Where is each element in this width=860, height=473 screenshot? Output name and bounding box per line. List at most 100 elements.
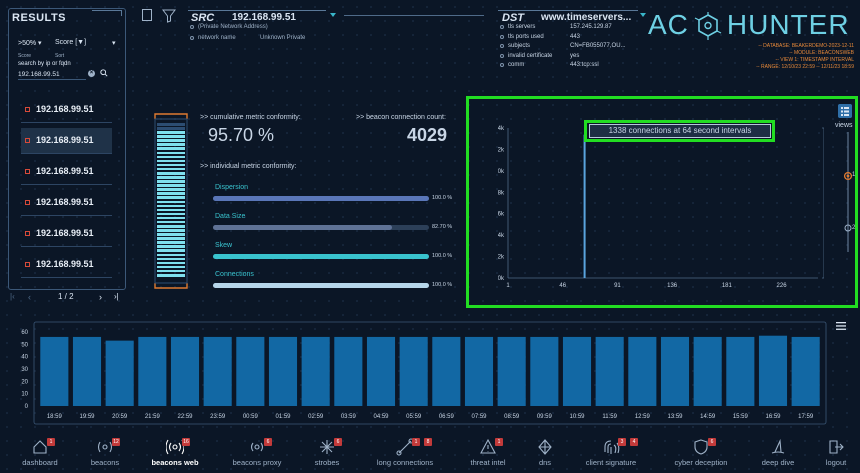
gauge-segment: [157, 184, 185, 187]
nav-deep-dive[interactable]: deep dive: [742, 438, 814, 470]
nav-badge: 1: [47, 438, 55, 446]
gauge-segment: [157, 257, 185, 261]
status-square-icon: [25, 200, 30, 205]
cumulative-conformity-value: 95.70 %: [208, 125, 275, 145]
chevron-down-icon[interactable]: ▾: [112, 40, 116, 47]
histogram-bar: [268, 336, 298, 406]
histogram-bar: [105, 340, 134, 406]
hour-label: 00:59: [243, 414, 259, 420]
metric-bar-track: [213, 254, 429, 259]
dst-detail-value: yes: [570, 52, 580, 59]
hour-label: 09:59: [537, 414, 553, 420]
x-tick-label: 226: [777, 283, 788, 288]
first-page-button[interactable]: |‹: [10, 292, 15, 301]
y-tick-label: 0.8k: [498, 190, 505, 196]
views-list-icon[interactable]: [838, 104, 852, 118]
dst-expand-icon[interactable]: [640, 13, 646, 17]
view-option-1[interactable]: 1: [852, 172, 856, 178]
metric-name: Data Size: [215, 213, 246, 220]
sort-dropdown[interactable]: Score [▼]: [55, 39, 87, 46]
y-tick-label: 1.4k: [498, 126, 505, 132]
metric-bar-fill: [213, 225, 392, 230]
x-tick-label: 181: [722, 283, 733, 288]
nav-beacons-web[interactable]: 16 beacons web: [139, 438, 211, 470]
nav-label: beacons web: [151, 458, 199, 467]
view-option-2[interactable]: 2: [852, 225, 856, 231]
conformity-gauge-frame: [154, 113, 188, 289]
info-bullet-icon: [500, 44, 504, 48]
gauge-segment: [157, 200, 185, 204]
dns-icon: [538, 439, 552, 455]
nav-beacons-proxy[interactable]: 6 beacons proxy: [221, 438, 293, 470]
gauge-segment: [157, 192, 185, 195]
score-filter-dropdown[interactable]: >50% ▾: [18, 40, 42, 47]
nav-badge: 1: [412, 438, 420, 446]
shark-icon: [771, 438, 785, 454]
prev-page-button[interactable]: ‹: [28, 292, 31, 302]
src-label: SRC: [191, 12, 215, 24]
gauge-segment: [157, 159, 185, 163]
dst-host[interactable]: www.timeservers...: [541, 12, 632, 23]
metric-value: 82.70 %: [432, 224, 453, 230]
result-row[interactable]: 192.168.99.51: [21, 221, 112, 247]
filter-icon[interactable]: [162, 9, 176, 23]
nav-strobes[interactable]: 6 strobes: [291, 438, 363, 470]
beacon-count-label: >> beacon connection count:: [356, 114, 446, 121]
result-row[interactable]: 192.168.99.51: [21, 252, 112, 278]
nav-dashboard[interactable]: 1 dashboard: [4, 438, 76, 470]
brand-name-right: HUNTER: [726, 9, 850, 40]
status-square-icon: [25, 262, 30, 267]
dst-detail-value: CN=FB055077,OU...: [570, 43, 626, 49]
hour-label: 08:59: [504, 414, 520, 420]
hour-label: 17:59: [798, 414, 814, 420]
result-row[interactable]: 192.168.99.51: [21, 128, 112, 154]
y-tick-label: 40: [21, 355, 28, 361]
menu-icon[interactable]: [836, 322, 846, 330]
nav-long-connections[interactable]: 1 8 long connections: [369, 438, 441, 470]
nav-client-signature[interactable]: 3 4 client signature: [575, 438, 647, 470]
result-row[interactable]: 192.168.99.51: [21, 190, 112, 216]
hour-label: 23:59: [210, 414, 226, 420]
src-network-name-value: Unknown Private: [260, 35, 306, 41]
histogram-bar: [628, 336, 657, 406]
hour-label: 05:59: [406, 414, 422, 420]
clear-icon[interactable]: ×: [88, 70, 95, 77]
hour-label: 10:59: [569, 414, 585, 420]
next-page-button[interactable]: ›: [99, 292, 102, 302]
histogram-bar: [464, 336, 494, 406]
brand-name-left: AC: [648, 9, 689, 40]
nav-badge: 12: [112, 438, 120, 446]
page-indicator: 1 / 2: [58, 292, 74, 301]
home-icon: [33, 440, 47, 454]
connection-line: [344, 15, 484, 16]
nav-threat-intel[interactable]: 1 threat intel: [452, 438, 524, 470]
nav-beacons[interactable]: 12 beacons: [69, 438, 141, 470]
gauge-segment: [157, 147, 185, 151]
nav-label: logout: [825, 458, 847, 467]
result-row[interactable]: 192.168.99.51: [21, 159, 112, 185]
info-bullet-icon: [500, 34, 504, 39]
nav-badge: 3: [618, 438, 626, 446]
search-input[interactable]: [18, 69, 86, 80]
nav-dns[interactable]: dns: [509, 438, 581, 470]
views-slider[interactable]: [844, 132, 852, 252]
src-ip[interactable]: 192.168.99.51: [232, 12, 296, 23]
last-page-button[interactable]: ›|: [114, 292, 119, 301]
nav-badge: 6: [708, 438, 716, 446]
histogram-bar: [399, 336, 428, 406]
histogram-bar: [660, 336, 690, 406]
hour-label: 19:59: [79, 414, 95, 420]
y-tick-label: 60: [21, 330, 28, 336]
nav-logout[interactable]: logout: [800, 438, 860, 470]
hour-label: 22:59: [177, 414, 193, 420]
metric-value: 100.0 %: [432, 253, 453, 259]
gauge-segment: [157, 253, 185, 257]
histogram-bar: [726, 336, 755, 406]
search-icon[interactable]: [100, 69, 108, 77]
src-expand-icon[interactable]: [330, 13, 336, 17]
document-icon[interactable]: [142, 9, 152, 21]
gauge-segment: [157, 233, 185, 236]
src-network-type: (Private Network Address): [198, 24, 268, 30]
nav-cyber-deception[interactable]: 6 cyber deception: [665, 438, 737, 470]
result-row[interactable]: 192.168.99.51: [21, 97, 112, 123]
